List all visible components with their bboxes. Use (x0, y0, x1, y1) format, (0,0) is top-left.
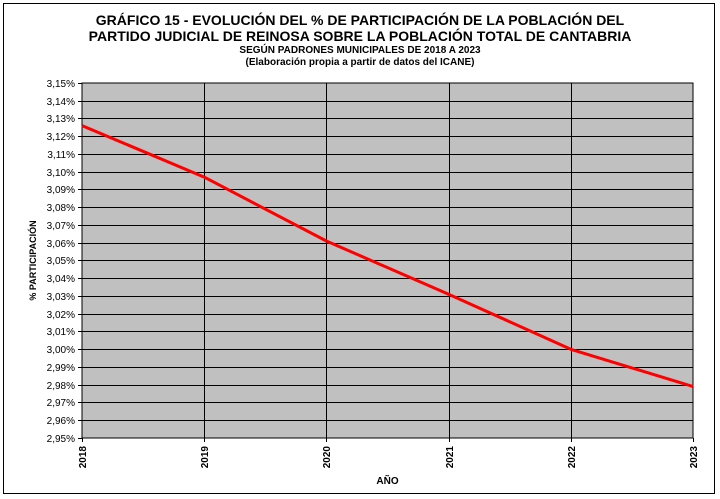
x-axis-label: AÑO (376, 474, 398, 487)
y-tick-label: 2,95% (47, 434, 75, 445)
y-tick-label: 3,05% (47, 256, 75, 267)
y-tick-label: 3,07% (47, 221, 75, 232)
y-tick-label: 2,97% (47, 398, 75, 409)
y-tick-label: 3,12% (47, 132, 75, 143)
y-tick-label: 3,08% (47, 203, 75, 214)
y-tick-label: 3,01% (47, 327, 75, 338)
x-tick-label: 2019 (200, 446, 211, 469)
y-tick-label: 3,11% (47, 150, 75, 161)
x-axis-ticks: 2018 2019 2020 2021 2022 2023 (78, 438, 700, 468)
y-tick-label: 3,15% (47, 79, 75, 90)
x-tick-label: 2022 (567, 446, 578, 469)
y-tick-label: 3,02% (47, 310, 75, 321)
y-tick-label: 3,00% (47, 345, 75, 356)
y-tick-label: 3,03% (47, 292, 75, 303)
chart-subtitle-line-1: SEGÚN PADRONES MUNICIPALES DE 2018 A 202… (239, 45, 481, 56)
y-tick-label: 2,98% (47, 381, 75, 392)
y-tick-label: 3,09% (47, 185, 75, 196)
series-line (81, 124, 694, 388)
y-tick-label: 2,99% (47, 363, 75, 374)
chart-subtitle-line-2: (Elaboración propia a partir de datos de… (245, 57, 475, 68)
chart-frame (3, 3, 715, 494)
y-tick-label: 3,14% (47, 97, 75, 108)
y-tick-label: 3,10% (47, 168, 75, 179)
y-axis-label: % PARTICIPACIÓN (27, 220, 38, 300)
y-axis-ticks: 2,95% 2,96% 2,97% 2,98% 2,99% 3,00% 3,01% 3,02%… (47, 79, 82, 445)
vertical-gridlines (204, 83, 572, 438)
y-tick-label: 3,04% (47, 274, 75, 285)
chart-title-line-2: PARTIDO JUDICIAL DE REINOSA SOBRE LA POB… (88, 28, 632, 44)
y-tick-label: 2,96% (47, 416, 75, 427)
horizontal-gridlines (82, 101, 693, 421)
x-tick-label: 2018 (78, 446, 89, 469)
x-tick-label: 2023 (689, 446, 700, 469)
x-tick-label: 2020 (322, 446, 333, 469)
x-tick-label: 2021 (445, 446, 456, 469)
y-tick-label: 3,13% (47, 114, 75, 125)
y-tick-label: 3,06% (47, 239, 75, 250)
chart-title-line-1: GRÁFICO 15 - EVOLUCIÓN DEL % DE PARTICIP… (95, 12, 625, 28)
